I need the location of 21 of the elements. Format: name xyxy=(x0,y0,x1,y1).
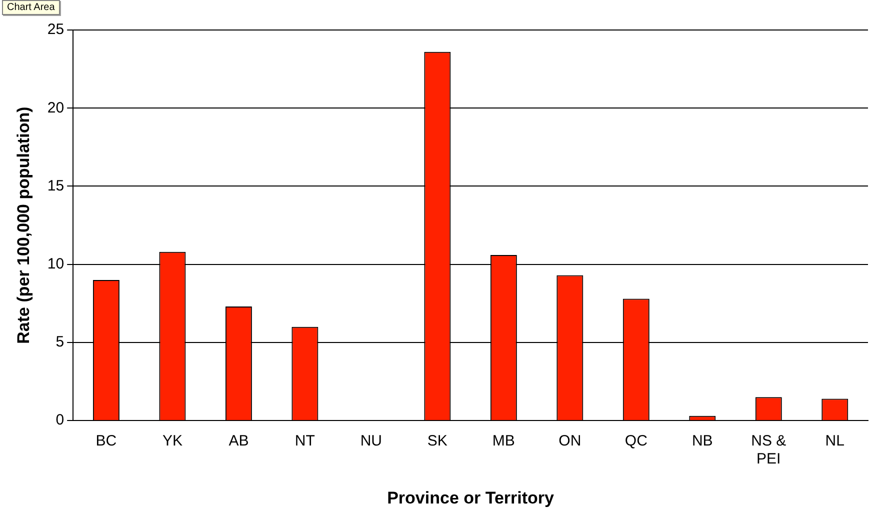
y-tick-label: 5 xyxy=(56,334,64,351)
y-axis-title: Rate (per 100,000 population) xyxy=(14,106,33,344)
x-tick-label: MB xyxy=(492,432,515,450)
x-tick-label: ON xyxy=(558,432,582,450)
x-tick-label: NT xyxy=(294,432,315,450)
y-tick-label: 10 xyxy=(47,256,64,272)
y-tick-label: 15 xyxy=(47,177,64,194)
x-tick-label: QC xyxy=(624,432,648,450)
x-tick-label: NB xyxy=(692,432,713,450)
text: Chart Area xyxy=(2,0,60,15)
x-tick-label: NS & PEI xyxy=(751,432,786,468)
x-tick-label: AB xyxy=(228,432,249,450)
x-tick-label: SK xyxy=(427,432,448,450)
x-tick-label: NU xyxy=(360,432,382,450)
x-tick-label: YK xyxy=(162,432,182,450)
x-tick-label: NL xyxy=(825,432,844,450)
y-tick-label: 0 xyxy=(56,412,64,429)
y-tick-label: 25 xyxy=(47,21,64,38)
x-tick-label: BC xyxy=(96,432,117,450)
x-axis-title: Province or Territory xyxy=(387,488,555,508)
y-tick-label: 20 xyxy=(47,99,64,116)
